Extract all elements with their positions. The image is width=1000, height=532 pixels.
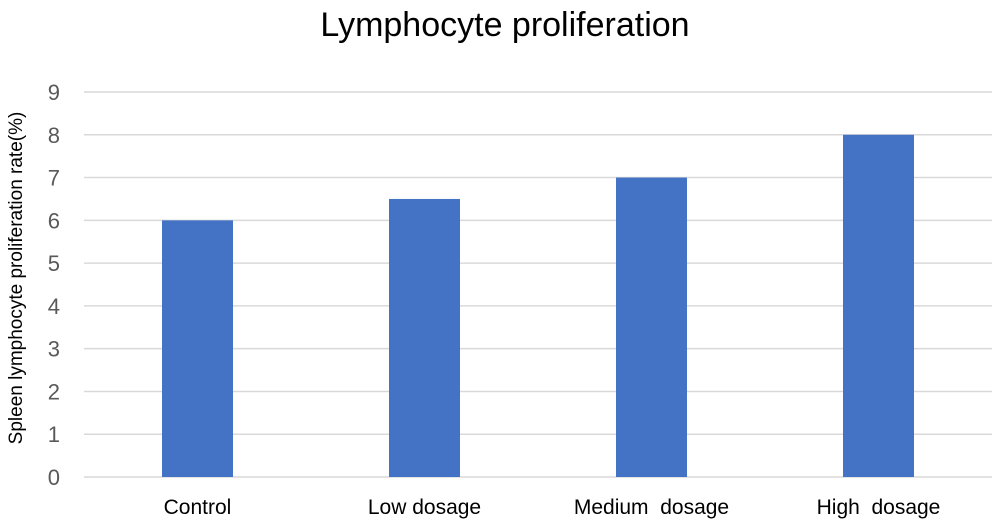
y-tick-label: 2 <box>48 379 60 404</box>
y-tick-label: 6 <box>48 208 60 233</box>
y-tick-label: 5 <box>48 251 60 276</box>
y-axis-ticks: 0 1 2 3 4 5 6 7 8 9 <box>48 80 60 490</box>
bar-high-dosage <box>843 134 914 477</box>
bar-low-dosage <box>389 198 460 477</box>
x-tick-label: Control <box>164 496 232 519</box>
x-axis-ticks: Control Low dosage Medium dosage High dosag… <box>164 496 941 519</box>
chart-title: Lymphocyte proliferation <box>320 6 689 44</box>
bar-control <box>162 220 233 478</box>
gridlines <box>84 91 992 478</box>
y-tick-label: 0 <box>48 465 60 490</box>
y-axis-label: Spleen lymphocyte proliferation rate(%) <box>6 112 27 445</box>
y-tick-label: 7 <box>48 166 60 191</box>
y-tick-label: 9 <box>48 80 60 105</box>
x-tick-label: Low dosage <box>368 496 481 519</box>
y-tick-label: 1 <box>48 422 60 447</box>
bars <box>162 134 914 478</box>
x-tick-label: Medium dosage <box>574 496 729 519</box>
y-tick-label: 3 <box>48 337 60 362</box>
x-tick-label: High dosage <box>817 496 941 519</box>
y-tick-label: 8 <box>48 123 60 148</box>
bar-medium-dosage <box>616 177 687 478</box>
y-tick-label: 4 <box>48 294 60 319</box>
